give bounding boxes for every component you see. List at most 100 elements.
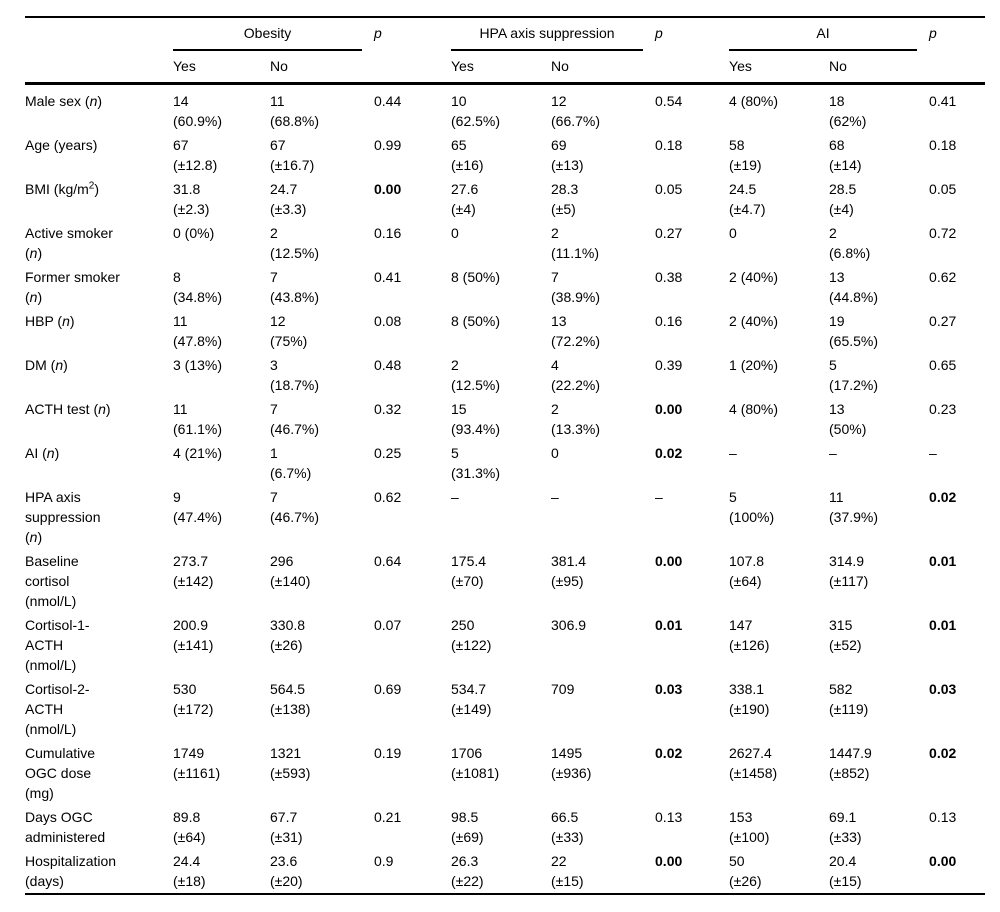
p-value-cell: – [929, 445, 937, 461]
value-cell: 153 (±100) [729, 809, 770, 845]
value-cell: – [551, 489, 559, 505]
table-row: AI (n) 4 (21%) 1 (6.7%) 0.25 5 (31.3%) 0 0.02 –… [25, 441, 985, 485]
row-label: HBP (n) [25, 313, 75, 329]
value-cell: 8 (50%) [451, 313, 501, 329]
value-cell: 11 (47.8%) [173, 313, 223, 349]
p-value-cell: 0.08 [374, 313, 402, 329]
value-cell: 26.3 (±22) [451, 853, 484, 889]
col-header-obesity-yes: Yes [173, 51, 270, 85]
row-label: AI (n) [25, 445, 60, 461]
row-label: Baseline cortisol (nmol/L) [25, 553, 79, 609]
table-row: Cumulative OGC dose (mg) 1749 (±1161) 1321 (… [25, 741, 985, 805]
value-cell: 8 (50%) [451, 269, 501, 285]
p-value-cell: 0.44 [374, 93, 402, 109]
p-value-cell: 0.03 [929, 681, 957, 697]
p-value-cell: 0.16 [655, 313, 683, 329]
empty-header-cell [929, 51, 986, 85]
col-group-obesity: Obesity [173, 17, 374, 51]
value-cell: 175.4 (±70) [451, 553, 487, 589]
p-value-cell: 0.27 [655, 225, 683, 241]
col-group-ai: AI [729, 17, 929, 51]
value-cell: 67 (±12.8) [173, 137, 218, 173]
p-value-cell: 0.02 [929, 489, 957, 505]
value-cell: 67 (±16.7) [270, 137, 315, 173]
table-row: Male sex (n) 14 (60.9%) 11 (68.8%) 0.44 10 (… [25, 84, 985, 134]
table-row: DM (n) 3 (13%) 3 (18.7%) 0.48 2 (12.5%) 4 (22… [25, 353, 985, 397]
value-cell: 5 (31.3%) [451, 445, 501, 481]
value-cell: 200.9 (±141) [173, 617, 214, 653]
value-cell: 0 [551, 445, 559, 461]
p-header-label: p [655, 25, 663, 41]
row-label: Former smoker (n) [25, 269, 120, 305]
value-cell: 314.9 (±117) [829, 553, 869, 589]
stub-cell [25, 51, 173, 85]
value-cell: 15 (93.4%) [451, 401, 501, 437]
row-label: Age (years) [25, 137, 98, 153]
col-header-hpa-no: No [551, 51, 656, 85]
table-row: Active smoker (n) 0 (0%) 2 (12.5%) 0.16 0 2 (1… [25, 221, 985, 265]
p-value-cell: 0.00 [374, 181, 402, 197]
value-cell: 19 (65.5%) [829, 313, 879, 349]
col-header-hpa-yes: Yes [451, 51, 551, 85]
value-cell: 709 [551, 681, 575, 697]
value-cell: – [729, 445, 737, 461]
value-cell: 22 (±15) [551, 853, 584, 889]
group-header-row: Obesity p HPA axis suppression p [25, 17, 985, 51]
value-cell: 1 (6.7%) [270, 445, 312, 481]
value-cell: 338.1 (±190) [729, 681, 770, 717]
p-value-cell: 0.01 [929, 617, 957, 633]
value-cell: 11 (61.1%) [173, 401, 223, 437]
value-cell: 2 (6.8%) [829, 225, 871, 261]
value-cell: 381.4 (±95) [551, 553, 587, 589]
table-row: Former smoker (n) 8 (34.8%) 7 (43.8%) 0.41 8 … [25, 265, 985, 309]
value-cell: 4 (21%) [173, 445, 223, 461]
value-cell: 315 (±52) [829, 617, 862, 653]
value-cell: 50 (±26) [729, 853, 762, 889]
value-cell: 11 (68.8%) [270, 93, 320, 129]
comparison-table: Obesity p HPA axis suppression p [25, 16, 986, 895]
p-value-cell: 0.03 [655, 681, 683, 697]
p-value-cell: 0.05 [655, 181, 683, 197]
value-cell: 5 (17.2%) [829, 357, 879, 393]
value-cell: 3 (18.7%) [270, 357, 320, 393]
value-cell: 4 (80%) [729, 401, 779, 417]
p-value-cell: 0.72 [929, 225, 957, 241]
value-cell: 7 (38.9%) [551, 269, 601, 305]
value-cell: 2627.4 (±1458) [729, 745, 778, 781]
value-cell: 582 (±119) [829, 681, 869, 717]
value-cell: 31.8 (±2.3) [173, 181, 210, 217]
p-value-cell: 0.48 [374, 357, 402, 373]
value-cell: 98.5 (±69) [451, 809, 484, 845]
row-label: ACTH test (n) [25, 401, 111, 417]
value-cell: 28.5 (±4) [829, 181, 857, 217]
p-value-cell: 0.69 [374, 681, 402, 697]
table-row: HBP (n) 11 (47.8%) 12 (75%) 0.08 8 (50%) 13 (… [25, 309, 985, 353]
value-cell: 7 (43.8%) [270, 269, 320, 305]
p-header-hpa: p [655, 17, 729, 51]
value-cell: 1 (20%) [729, 357, 779, 373]
p-value-cell: 0.02 [655, 445, 683, 461]
p-value-cell: 0.9 [374, 853, 394, 869]
table-row: HPA axis suppression (n) 9 (47.4%) 7 (46.7%)… [25, 485, 985, 549]
table-row: Days OGC administered 89.8 (±64) 67.7 (±31)… [25, 805, 985, 849]
p-value-cell: 0.02 [655, 745, 683, 761]
p-value-cell: 0.13 [655, 809, 683, 825]
col-group-hpa: HPA axis suppression [451, 17, 655, 51]
value-cell: 23.6 (±20) [270, 853, 303, 889]
row-label: HPA axis suppression (n) [25, 489, 101, 545]
p-value-cell: 0.23 [929, 401, 957, 417]
value-cell: 296 (±140) [270, 553, 311, 589]
p-value-cell: 0.00 [655, 401, 683, 417]
value-cell: 65 (±16) [451, 137, 484, 173]
value-cell: 7 (46.7%) [270, 401, 320, 437]
p-value-cell: 0.99 [374, 137, 402, 153]
value-cell: 2 (12.5%) [270, 225, 320, 261]
group-underline: HPA axis suppression [451, 23, 644, 51]
p-value-cell: 0.38 [655, 269, 683, 285]
col-group-label: AI [816, 25, 830, 41]
value-cell: 306.9 [551, 617, 587, 633]
p-value-cell: 0.01 [655, 617, 683, 633]
value-cell: 9 (47.4%) [173, 489, 223, 525]
value-cell: 1321 (±593) [270, 745, 311, 781]
p-value-cell: 0.00 [655, 853, 683, 869]
